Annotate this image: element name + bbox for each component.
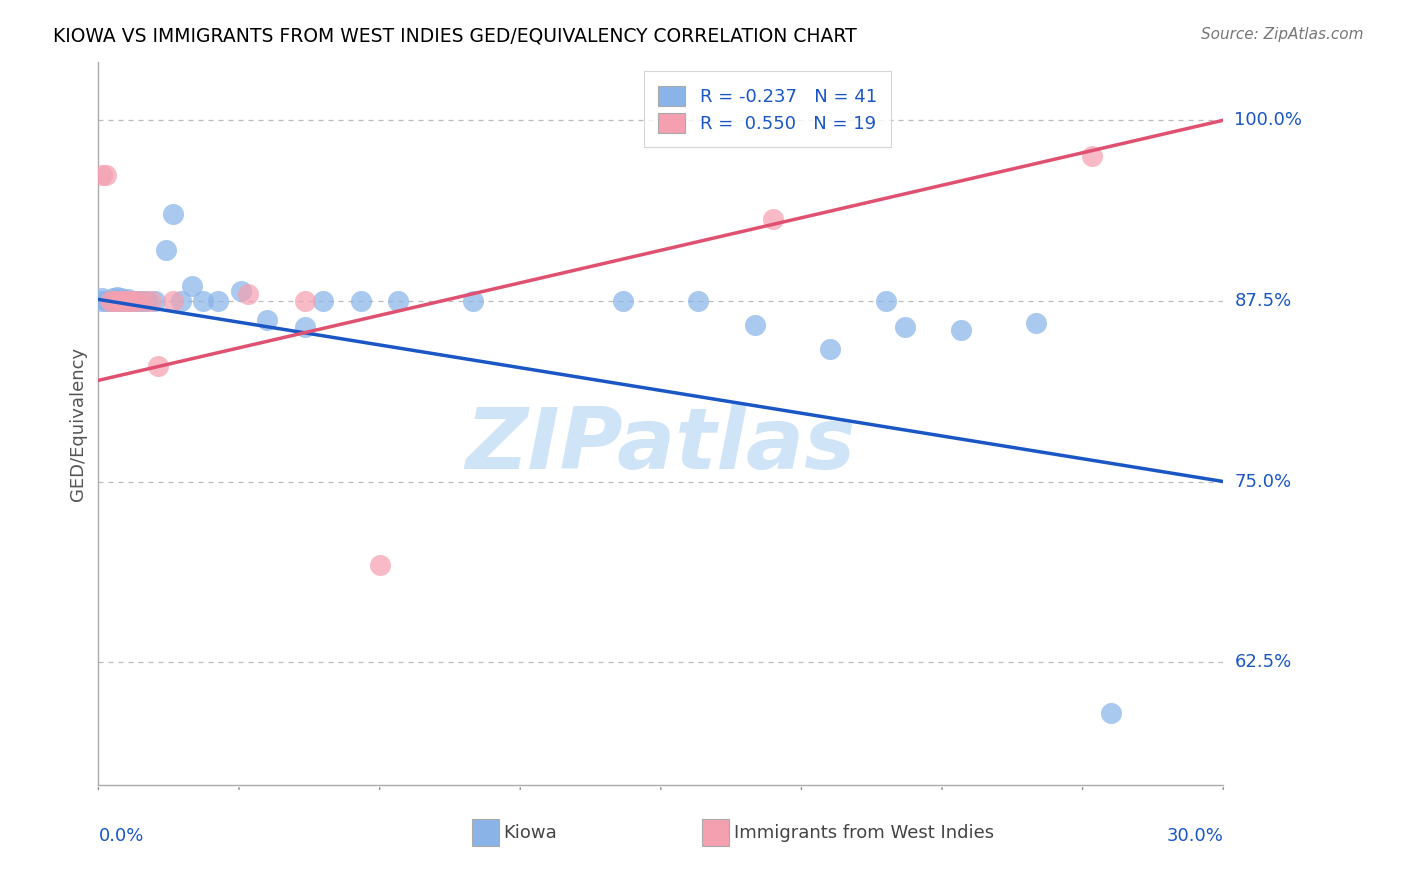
Text: Immigrants from West Indies: Immigrants from West Indies <box>734 823 994 842</box>
Point <box>744 318 766 333</box>
Text: 30.0%: 30.0% <box>1167 827 1223 845</box>
Y-axis label: GED/Equivalency: GED/Equivalency <box>69 347 87 500</box>
Text: 100.0%: 100.0% <box>1234 112 1302 129</box>
Point <box>688 293 710 308</box>
Text: Source: ZipAtlas.com: Source: ZipAtlas.com <box>1201 27 1364 42</box>
Point <box>143 293 166 308</box>
Text: 75.0%: 75.0% <box>1234 473 1292 491</box>
Text: ZIPatlas: ZIPatlas <box>465 404 856 487</box>
Text: 0.0%: 0.0% <box>98 827 143 845</box>
Point <box>170 293 193 308</box>
Point <box>114 293 136 308</box>
Point <box>125 293 148 308</box>
Point <box>1025 316 1047 330</box>
Point <box>136 293 159 308</box>
Point <box>98 293 121 308</box>
Point <box>612 293 634 308</box>
Point <box>256 312 278 326</box>
Point <box>114 293 136 308</box>
Text: 87.5%: 87.5% <box>1234 292 1292 310</box>
Bar <box>703 819 730 847</box>
Point <box>181 279 204 293</box>
Point <box>110 291 132 305</box>
Point <box>94 168 117 182</box>
Point <box>1099 706 1122 720</box>
Point <box>98 293 121 308</box>
Point <box>463 293 485 308</box>
Point <box>162 207 184 221</box>
Point <box>117 293 139 308</box>
Point <box>387 293 409 308</box>
Point <box>110 293 132 308</box>
Point <box>132 293 155 308</box>
Point <box>105 293 128 308</box>
Text: 62.5%: 62.5% <box>1234 653 1292 671</box>
Point <box>103 293 125 308</box>
Point <box>207 293 229 308</box>
Point <box>294 319 316 334</box>
Point <box>818 342 841 356</box>
Point <box>312 293 335 308</box>
Point <box>105 293 128 308</box>
Point <box>94 293 117 308</box>
Point <box>117 293 139 308</box>
Point <box>139 293 162 308</box>
Point <box>893 319 915 334</box>
Point <box>1081 149 1104 163</box>
Point <box>110 293 132 308</box>
Point <box>949 323 972 337</box>
Point <box>368 558 391 573</box>
Point <box>193 293 215 308</box>
Bar <box>472 819 499 847</box>
Point <box>875 293 897 308</box>
Legend: R = -0.237   N = 41, R =  0.550   N = 19: R = -0.237 N = 41, R = 0.550 N = 19 <box>644 71 891 147</box>
Point <box>103 291 125 305</box>
Point <box>762 211 785 226</box>
Point <box>132 293 155 308</box>
Point <box>91 293 114 308</box>
Point <box>125 293 148 308</box>
Point <box>238 286 260 301</box>
Point <box>103 293 125 308</box>
Point <box>294 293 316 308</box>
Point <box>121 293 143 308</box>
Text: Kiowa: Kiowa <box>503 823 557 842</box>
Point <box>162 293 184 308</box>
Point <box>350 293 373 308</box>
Text: KIOWA VS IMMIGRANTS FROM WEST INDIES GED/EQUIVALENCY CORRELATION CHART: KIOWA VS IMMIGRANTS FROM WEST INDIES GED… <box>53 27 858 45</box>
Point <box>148 359 170 373</box>
Point <box>91 168 114 182</box>
Point <box>105 289 128 303</box>
Point <box>229 284 252 298</box>
Point <box>121 293 143 308</box>
Point <box>155 244 177 258</box>
Point <box>128 293 150 308</box>
Point <box>91 291 114 305</box>
Point <box>117 293 139 307</box>
